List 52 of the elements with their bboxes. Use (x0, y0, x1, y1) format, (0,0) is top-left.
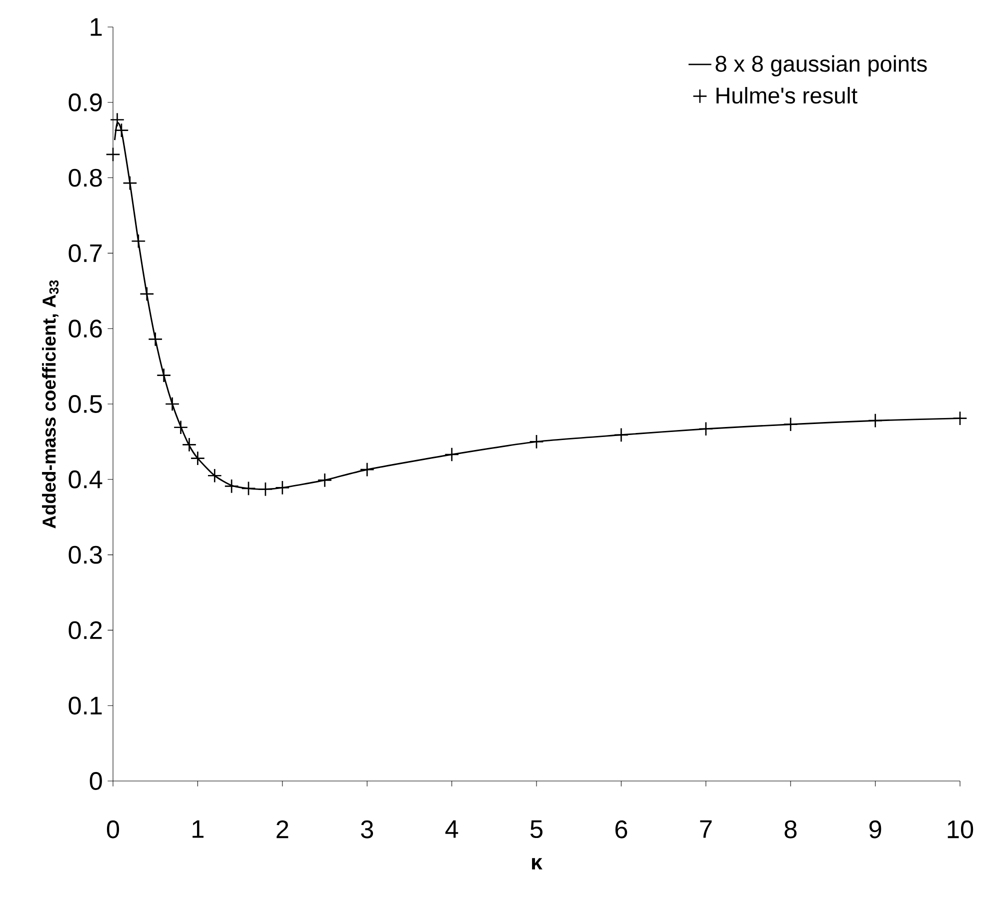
y-tick-label: 0 (90, 772, 102, 790)
point (258, 482, 273, 497)
point (360, 462, 374, 477)
x-tick-label: 2 (276, 820, 288, 838)
point (114, 122, 129, 138)
point (614, 428, 629, 442)
x-tick-label: 8 (784, 820, 797, 838)
point (275, 480, 290, 496)
point (317, 472, 332, 488)
point (122, 176, 138, 190)
point (106, 147, 120, 162)
y-tick-label: 1 (90, 18, 102, 36)
point (173, 420, 188, 435)
x-tick-label: 0 (106, 820, 120, 838)
point (444, 447, 460, 462)
point (952, 410, 968, 426)
y-tick-label: 0.3 (68, 546, 102, 564)
x-tick-label: 5 (530, 820, 542, 838)
x-tick-label: 4 (445, 820, 458, 838)
x-axis-title: κ (532, 858, 542, 870)
point (190, 450, 206, 466)
x-tick-label: 9 (869, 820, 882, 838)
y-tick-label: 0.2 (68, 621, 102, 640)
point (131, 234, 146, 248)
point (698, 422, 714, 436)
x-tick-label: 3 (361, 820, 374, 838)
point (164, 396, 180, 412)
x-tick-label: 1 (192, 820, 204, 838)
y-tick-label: 0.7 (68, 244, 102, 262)
point (783, 417, 798, 432)
point (241, 481, 256, 496)
y-tick-label: 0.4 (68, 470, 102, 488)
y-tick-label: 0.9 (68, 93, 102, 112)
x-tick-label: 10 (948, 820, 974, 838)
x-tick-label: 6 (615, 820, 628, 838)
point (156, 368, 172, 383)
point (224, 478, 239, 494)
y-tick-label: 0.1 (68, 696, 102, 715)
point (140, 286, 154, 302)
point (110, 112, 125, 128)
point (868, 413, 883, 428)
y-tick-label: 0.5 (68, 395, 102, 413)
x-tick-label: 7 (700, 820, 712, 838)
point (182, 437, 197, 452)
legend-label: 8 x 8 gaussian points (716, 55, 927, 76)
legend-label: Hulme's result (716, 86, 858, 104)
point (529, 434, 544, 450)
y-tick-label: 0.6 (68, 320, 102, 338)
y-axis-title: Added-mass coefficient, A$_{33}$ (42, 280, 59, 528)
point (148, 332, 163, 346)
point (207, 468, 222, 483)
y-tick-label: 0.8 (68, 168, 102, 187)
